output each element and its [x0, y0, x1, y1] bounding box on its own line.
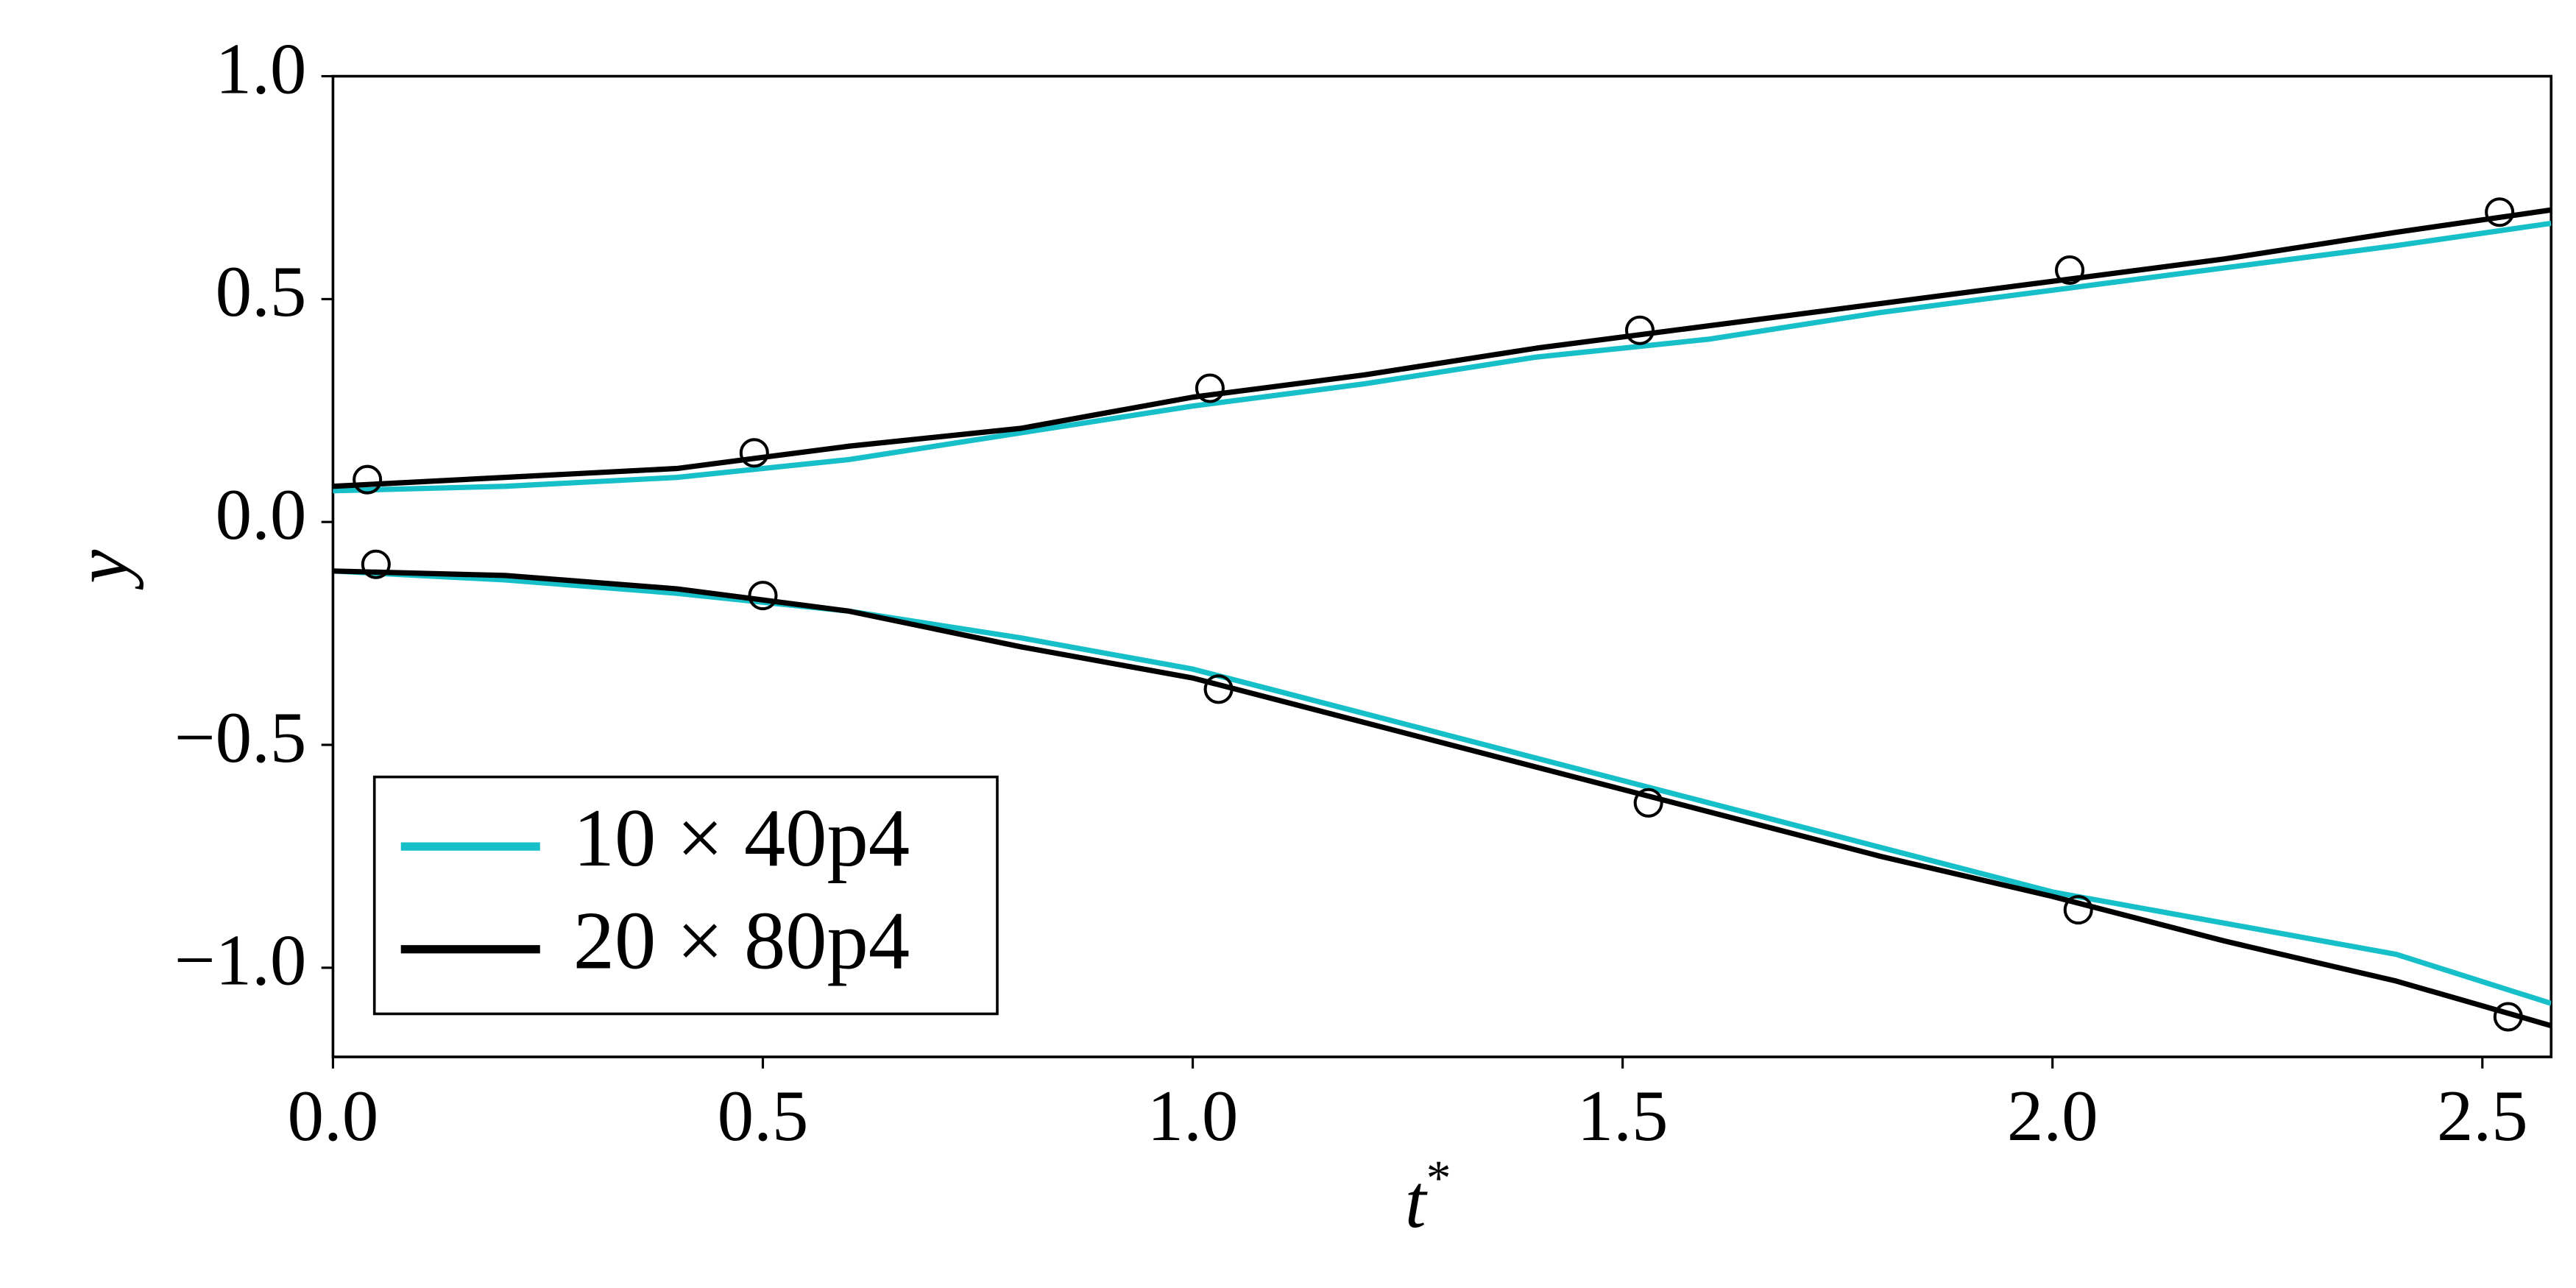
x-axis-label: t* — [1405, 1150, 1451, 1244]
x-tick-label: 1.5 — [1577, 1076, 1669, 1156]
reference-marker — [1624, 315, 1655, 345]
series-line — [333, 568, 2552, 1029]
y-tick-label: −0.5 — [174, 698, 307, 778]
reference-marker — [748, 581, 778, 611]
reference-marker — [353, 464, 383, 495]
series-line — [333, 207, 2552, 489]
x-axis-label-sup: * — [1426, 1150, 1451, 1206]
reference-marker — [2493, 1002, 2523, 1032]
x-axis-label-base: t — [1405, 1160, 1428, 1244]
reference-marker — [2063, 895, 2093, 925]
legend-box — [372, 775, 999, 1016]
reference-marker — [2485, 197, 2515, 227]
series-line — [333, 220, 2552, 494]
legend-label: 20 × 80p4 — [573, 896, 910, 987]
y-tick-label: 0.0 — [216, 475, 307, 555]
x-tick-label: 0.0 — [288, 1076, 379, 1156]
reference-marker — [1633, 788, 1663, 818]
legend-label: 10 × 40p4 — [573, 793, 910, 884]
reference-marker — [1195, 373, 1225, 403]
y-tick-label: 0.5 — [216, 252, 307, 332]
reference-marker — [1203, 674, 1234, 704]
reference-marker — [2055, 255, 2085, 286]
reference-marker — [361, 549, 391, 579]
y-tick-label: −1.0 — [174, 921, 307, 1001]
y-axis-label: y — [60, 550, 144, 590]
x-tick-label: 2.0 — [2007, 1076, 2098, 1156]
x-tick-label: 2.5 — [2437, 1076, 2528, 1156]
series-line — [333, 568, 2552, 1006]
x-tick-label: 0.5 — [718, 1076, 809, 1156]
plot-frame — [331, 74, 2553, 1058]
x-tick-label: 1.0 — [1147, 1076, 1239, 1156]
reference-marker — [739, 438, 769, 468]
plot-area — [333, 197, 2552, 1032]
y-tick-label: 1.0 — [216, 29, 307, 109]
